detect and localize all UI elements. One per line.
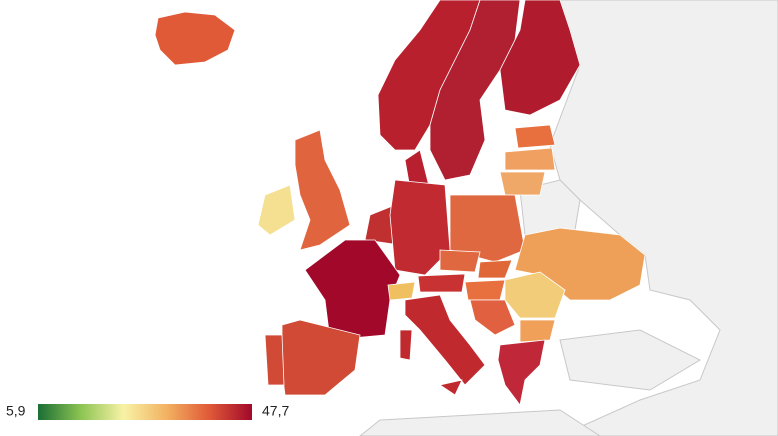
background-land <box>359 0 778 436</box>
poland <box>449 194 526 263</box>
ireland <box>257 184 296 236</box>
hungary <box>464 279 506 301</box>
ukraine <box>514 227 646 301</box>
slovakia <box>477 259 513 279</box>
legend-scale <box>38 404 252 420</box>
countries <box>154 0 646 406</box>
sicily <box>439 379 463 396</box>
greece <box>497 339 546 406</box>
czechia <box>439 249 481 273</box>
austria <box>417 273 466 293</box>
finland <box>499 0 581 116</box>
legend-max: 47,7 <box>262 403 289 419</box>
iceland <box>154 11 236 66</box>
lithuania <box>499 171 546 196</box>
bulgaria <box>519 319 556 343</box>
romania <box>504 271 566 319</box>
switzerland <box>387 281 416 301</box>
legend-min: 5,9 <box>6 403 26 419</box>
portugal <box>264 334 285 386</box>
estonia <box>514 124 556 149</box>
sardinia <box>399 329 413 361</box>
italy <box>404 294 486 386</box>
sweden <box>429 0 521 181</box>
germany <box>389 179 451 276</box>
uk <box>294 129 351 251</box>
balkans <box>469 299 516 336</box>
latvia <box>504 147 556 171</box>
